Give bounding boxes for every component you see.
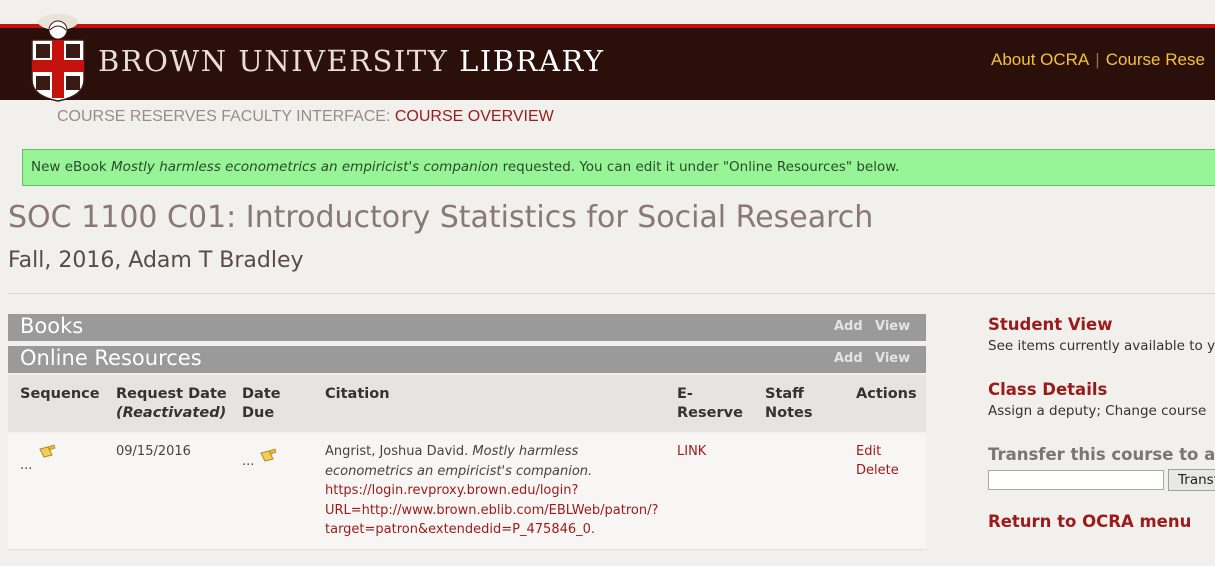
top-header: BROWN UNIVERSITY LIBRARY About OCRA | Cour…: [0, 0, 1215, 102]
transfer-block: Transfer this course to and: [988, 445, 1215, 464]
success-message: New eBook Mostly harmless econometrics a…: [22, 149, 1215, 186]
citation-title: Mostly harmless econometrics an empirici…: [325, 444, 593, 479]
col-ereserve-line2: Reserve: [677, 405, 743, 421]
delete-link[interactable]: Delete: [856, 463, 899, 478]
books-section-header: Books Add View: [8, 314, 926, 341]
breadcrumb: COURSE RESERVES FACULTY INTERFACE: COURS…: [57, 108, 554, 126]
class-details-link[interactable]: Class Details: [988, 380, 1108, 399]
flash-before: New eBook: [31, 159, 111, 175]
books-section-title: Books: [20, 314, 84, 338]
ereserve-link[interactable]: LINK: [677, 444, 707, 459]
brown-crest-logo[interactable]: [26, 10, 90, 102]
citation-url-part3: target=patron&extendedid=P_475846_0: [325, 522, 591, 537]
col-ereserve: E- Reserve: [677, 385, 743, 423]
transfer-button[interactable]: Transf: [1168, 469, 1215, 491]
course-subtitle: Fall, 2016, Adam T Bradley: [8, 248, 304, 273]
nav-separator: |: [1095, 50, 1100, 69]
top-nav: About OCRA | Course Rese: [991, 50, 1205, 70]
books-view-link[interactable]: View: [875, 319, 911, 334]
edit-link[interactable]: Edit: [856, 444, 882, 459]
sequence-ellipsis: ...: [20, 458, 33, 473]
citation: Angrist, Joshua David. Mostly harmless e…: [325, 442, 670, 540]
col-date-due-line2: Due: [242, 405, 275, 421]
note-icon[interactable]: [259, 448, 277, 464]
breadcrumb-prefix: COURSE RESERVES FACULTY INTERFACE:: [57, 108, 391, 125]
citation-url-part2: URL=http://www.brown.eblib.com/EBLWeb/pa…: [325, 502, 659, 518]
online-resources-add-link[interactable]: Add: [834, 351, 863, 366]
site-title-main: BROWN UNIVERSITY: [98, 44, 449, 78]
site-title[interactable]: BROWN UNIVERSITY LIBRARY: [98, 44, 604, 78]
flash-after: requested. You can edit it under "Online…: [498, 159, 900, 175]
class-details-block: Class Details Assign a deputy; Change co…: [988, 380, 1215, 419]
online-resources-section-header: Online Resources Add View: [8, 346, 926, 373]
nav-about-ocra[interactable]: About OCRA: [991, 50, 1090, 69]
citation-url[interactable]: https://login.revproxy.brown.edu/login? U…: [325, 483, 658, 537]
col-date-due: Date Due: [242, 385, 281, 423]
table-row: ... 09/15/2016 ... Angrist, Joshua David…: [8, 433, 926, 550]
online-resources-section-title: Online Resources: [20, 346, 202, 370]
col-actions: Actions: [856, 386, 917, 402]
col-request-date-label: Request Date: [116, 386, 227, 402]
note-icon[interactable]: [38, 444, 56, 460]
breadcrumb-current: COURSE OVERVIEW: [394, 108, 554, 125]
resources-table-header: Sequence Request Date (Reactivated) Date…: [8, 375, 926, 432]
flash-title: Mostly harmless econometrics an empirici…: [110, 159, 499, 175]
return-to-ocra-link[interactable]: Return to OCRA menu: [988, 512, 1192, 531]
col-staff-notes-line1: Staff: [765, 386, 804, 402]
col-request-date: Request Date (Reactivated): [116, 385, 227, 423]
page-title: SOC 1100 C01: Introductory Statistics fo…: [8, 200, 874, 235]
col-citation: Citation: [325, 386, 390, 402]
return-block: Return to OCRA menu: [988, 512, 1215, 531]
books-add-link[interactable]: Add: [834, 319, 863, 334]
transfer-input[interactable]: [988, 470, 1164, 490]
col-ereserve-line1: E-: [677, 386, 693, 402]
col-date-due-line1: Date: [242, 386, 281, 402]
citation-author: Angrist, Joshua David.: [325, 444, 473, 459]
transfer-heading: Transfer this course to and: [988, 445, 1215, 464]
site-title-emph: LIBRARY: [459, 44, 605, 78]
student-view-desc: See items currently available to y: [988, 338, 1215, 354]
citation-url-part1: https://login.revproxy.brown.edu/login?: [325, 483, 579, 498]
banner: [0, 24, 1215, 100]
citation-end: .: [590, 522, 596, 537]
col-staff-notes-line2: Notes: [765, 405, 813, 421]
date-due-ellipsis: ...: [242, 454, 255, 469]
divider: [8, 293, 1215, 294]
col-sequence: Sequence: [20, 386, 100, 402]
col-staff-notes: Staff Notes: [765, 385, 813, 423]
class-details-desc: Assign a deputy; Change course: [988, 403, 1207, 419]
student-view-link[interactable]: Student View: [988, 315, 1113, 334]
online-resources-view-link[interactable]: View: [875, 351, 911, 366]
col-request-date-note: (Reactivated): [116, 405, 227, 421]
student-view-block: Student View See items currently availab…: [988, 315, 1215, 354]
nav-course-reserves[interactable]: Course Rese: [1105, 50, 1205, 69]
request-date: 09/15/2016: [116, 444, 191, 459]
